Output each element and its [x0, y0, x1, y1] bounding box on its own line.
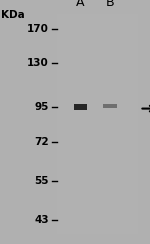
Text: A: A: [76, 0, 84, 9]
Text: 55: 55: [34, 176, 49, 185]
Bar: [74, 104, 87, 110]
Text: 43: 43: [34, 215, 49, 224]
Text: 95: 95: [34, 102, 49, 112]
Bar: [57, 15, 138, 234]
Text: 130: 130: [27, 59, 49, 68]
Bar: [103, 104, 117, 108]
Text: KDa: KDa: [2, 10, 25, 20]
Text: B: B: [106, 0, 115, 9]
Text: 170: 170: [27, 24, 49, 34]
Text: 72: 72: [34, 137, 49, 146]
